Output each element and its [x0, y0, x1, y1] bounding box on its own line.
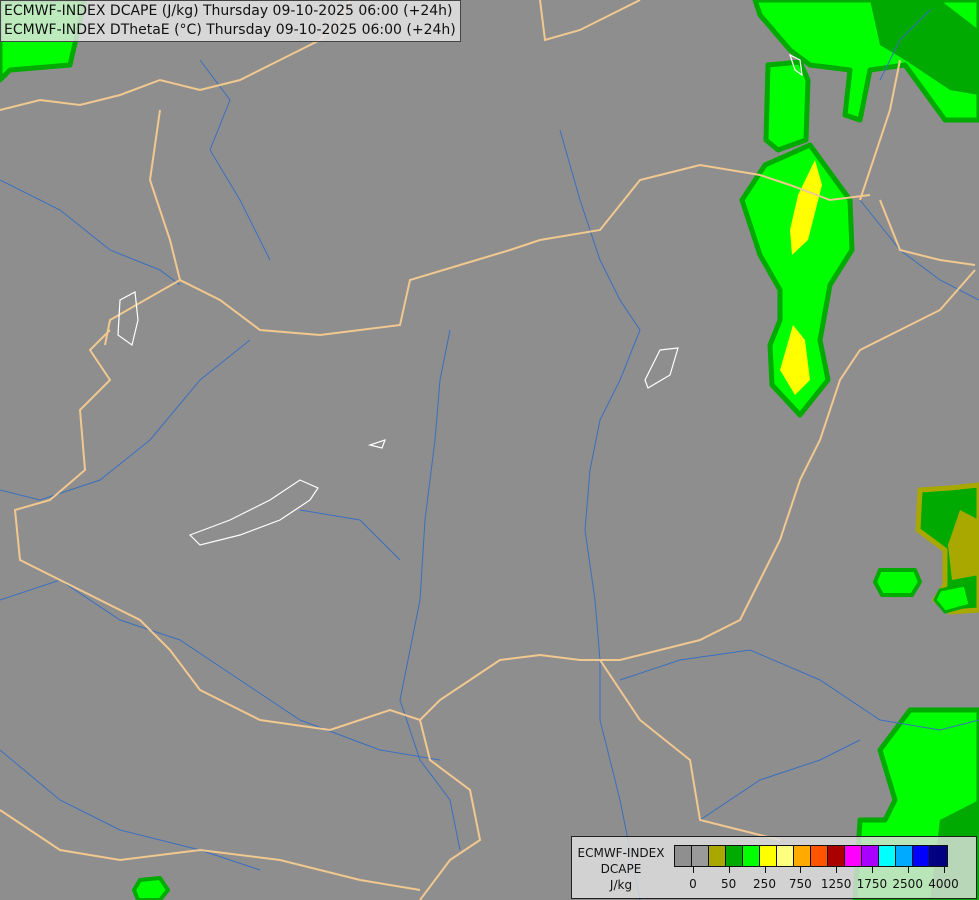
legend-tick-label: 1250: [820, 877, 852, 891]
legend-swatch: [709, 846, 726, 866]
legend-tick-label: 750: [788, 877, 812, 891]
legend-swatch: [811, 846, 828, 866]
legend-tick: [800, 867, 802, 873]
legend-tick: [871, 867, 873, 873]
title-line-dcape: ECMWF-INDEX DCAPE (J/kg) Thursday 09-10-…: [4, 3, 453, 19]
legend-swatch: [879, 846, 896, 866]
legend-swatch: [777, 846, 794, 866]
legend-parameter: DCAPE: [600, 862, 642, 876]
legend-swatch: [726, 846, 743, 866]
legend-tick-label: 4000: [928, 877, 959, 891]
legend-swatches: [674, 845, 948, 867]
legend-tick: [907, 867, 909, 873]
legend-tick: [728, 867, 730, 873]
legend-swatch: [862, 846, 879, 866]
legend-swatch: [828, 846, 845, 866]
legend-swatch: [675, 846, 692, 866]
lakes: [117, 53, 803, 546]
legend-tick-label: 0: [689, 877, 697, 891]
legend-tick-label: 2500: [892, 877, 923, 891]
legend-swatch: [913, 846, 930, 866]
legend-unit: J/kg: [609, 878, 633, 892]
legend-tick: [943, 867, 945, 873]
color-legend: ECMWF-INDEX DCAPE J/kg 0 50 250 750 1250 1750…: [571, 836, 977, 899]
legend-swatch: [760, 846, 777, 866]
legend-tick-label: 1750: [856, 877, 888, 891]
legend-swatch: [794, 846, 811, 866]
title-line-dthetae: ECMWF-INDEX DThetaE (°C) Thursday 09-10-…: [4, 22, 456, 38]
legend-tick-label: 50: [721, 877, 737, 891]
legend-tick-label: 250: [753, 877, 776, 891]
legend-tick: [836, 867, 838, 873]
legend-swatch: [930, 846, 947, 866]
legend-swatch: [743, 846, 760, 866]
legend-label: ECMWF-INDEX DCAPE J/kg: [576, 845, 666, 893]
legend-tick: [692, 867, 694, 873]
legend-model: ECMWF-INDEX: [577, 846, 665, 860]
rivers: [0, 9, 979, 900]
map-title: ECMWF-INDEX DCAPE (J/kg) Thursday 09-10-…: [0, 0, 461, 42]
legend-tick: [764, 867, 766, 873]
legend-swatch: [845, 846, 862, 866]
legend-swatch: [896, 846, 913, 866]
legend-swatch: [692, 846, 709, 866]
